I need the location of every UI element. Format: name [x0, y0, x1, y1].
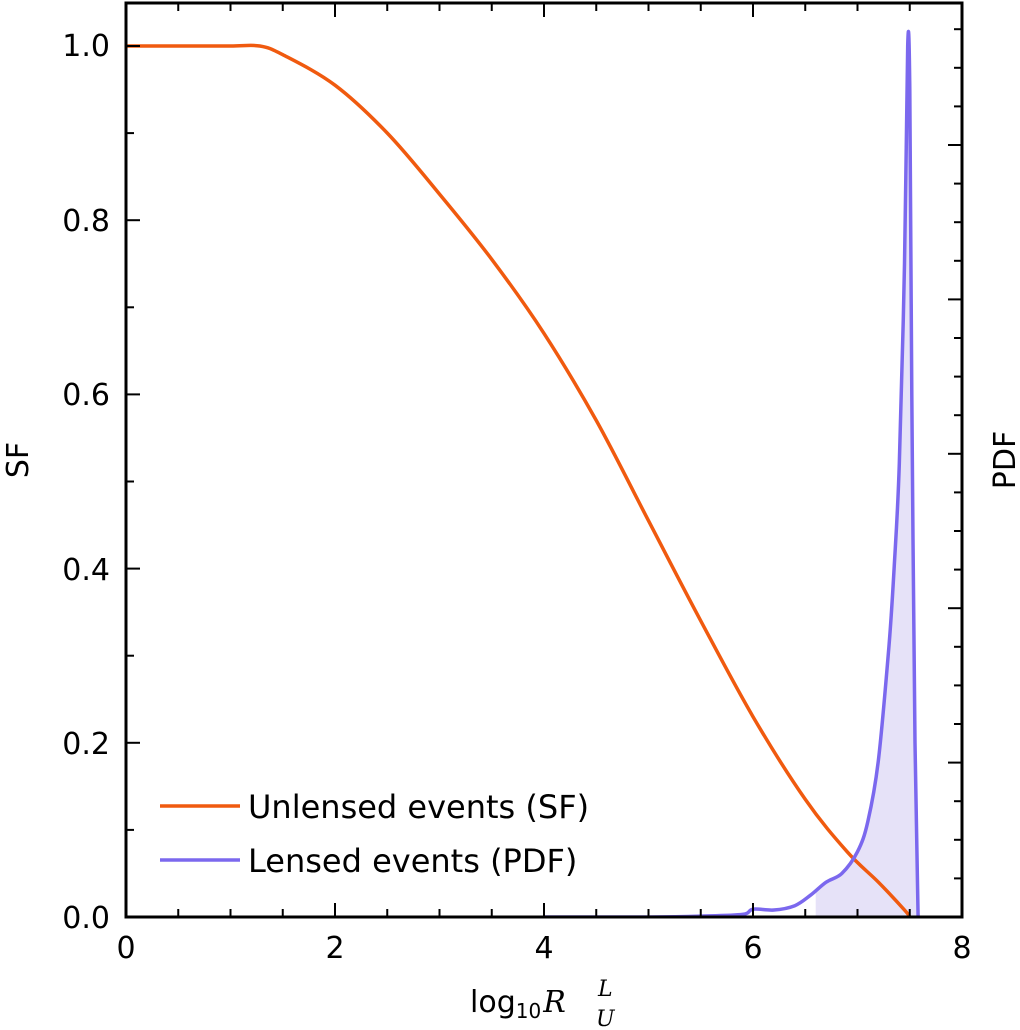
y-tick-labels: 0.0 0.2 0.4 0.6 0.8 1.0 — [62, 29, 110, 936]
legend-label-lensed: Lensed events (PDF) — [248, 842, 577, 880]
x-tick-label: 0 — [116, 931, 135, 966]
y-axis-label: SF — [1, 442, 36, 478]
x-tick-label: 8 — [952, 931, 971, 966]
x-tick-label: 2 — [325, 931, 344, 966]
legend: Unlensed events (SF) Lensed events (PDF) — [160, 788, 589, 880]
y-tick-label: 0.6 — [62, 378, 110, 413]
svg-text:log10R: log10R — [470, 985, 566, 1023]
y-tick-label: 1.0 — [62, 29, 110, 64]
svg-text:U: U — [596, 1007, 616, 1030]
y-tick-label: 0.4 — [62, 553, 110, 588]
y-tick-label: 0.2 — [62, 727, 110, 762]
plot-frame — [124, 1, 964, 919]
x-tick-label: 4 — [534, 931, 553, 966]
y-axis-label-right: PDF — [988, 431, 1020, 489]
y-tick-label: 0.0 — [62, 901, 110, 936]
svg-text:L: L — [597, 977, 613, 1002]
x-tick-labels: 0 2 4 6 8 — [116, 931, 971, 966]
series-line-lensed-pdf — [544, 29, 920, 917]
x-tick-label: 6 — [743, 931, 762, 966]
pdf-shaded-area — [815, 31, 919, 917]
y-tick-label: 0.8 — [62, 204, 110, 239]
legend-label-unlensed: Unlensed events (SF) — [248, 788, 589, 826]
axis-ticks — [125, 3, 963, 918]
series-line-unlensed-sf — [126, 43, 912, 917]
x-axis-label: log10R L U — [470, 977, 616, 1030]
